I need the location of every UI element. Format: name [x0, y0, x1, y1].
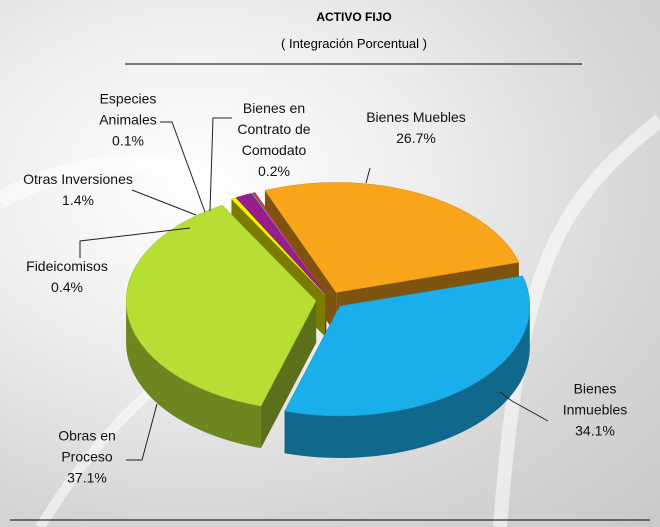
slice-value: 34.1% — [575, 422, 615, 439]
chart-title: ACTIVO FIJO — [316, 10, 392, 24]
slice — [235, 193, 326, 295]
slice-label: Especies Animales 0.1% — [83, 89, 173, 152]
slice-name: Otras Inversiones — [23, 171, 133, 187]
slice-wall — [284, 305, 530, 458]
pie — [125, 182, 531, 458]
slice — [125, 204, 317, 407]
slice-value: 26.7% — [396, 130, 436, 146]
slice — [230, 197, 326, 295]
slice-value: 37.1% — [67, 469, 107, 486]
slice — [264, 182, 520, 293]
slice-label: Bienes Inmuebles 34.1% — [550, 379, 640, 442]
chart-subtitle: ( Integración Porcentual ) — [281, 36, 427, 51]
slice-side — [260, 300, 317, 449]
slice-value: 0.4% — [51, 279, 83, 295]
slice-name: Bienes en Contrato de Comodato — [237, 100, 311, 158]
slice — [284, 275, 531, 417]
slice-label: Otras Inversiones 1.4% — [23, 169, 133, 211]
slice-wall — [126, 300, 261, 449]
slice-label: Obras en Proceso 37.1% — [42, 426, 132, 489]
slice-label: Bienes Muebles 26.7% — [351, 107, 481, 149]
slice-name: Bienes Muebles — [366, 109, 466, 125]
slice-value: 0.2% — [258, 163, 290, 179]
slice-name: Fideicomisos — [26, 258, 108, 274]
slice-name: Obras en Proceso — [58, 427, 116, 465]
slice-name: Especies Animales — [99, 90, 157, 128]
slice-name: Bienes Inmuebles — [562, 380, 628, 418]
slice-value: 1.4% — [62, 192, 94, 208]
leader-lines — [79, 117, 549, 461]
slice-label: Fideicomisos 0.4% — [12, 256, 122, 298]
slice-label: Bienes en Contrato de Comodato 0.2% — [227, 98, 322, 182]
slice-value: 0.1% — [112, 132, 144, 149]
slice — [252, 192, 327, 295]
